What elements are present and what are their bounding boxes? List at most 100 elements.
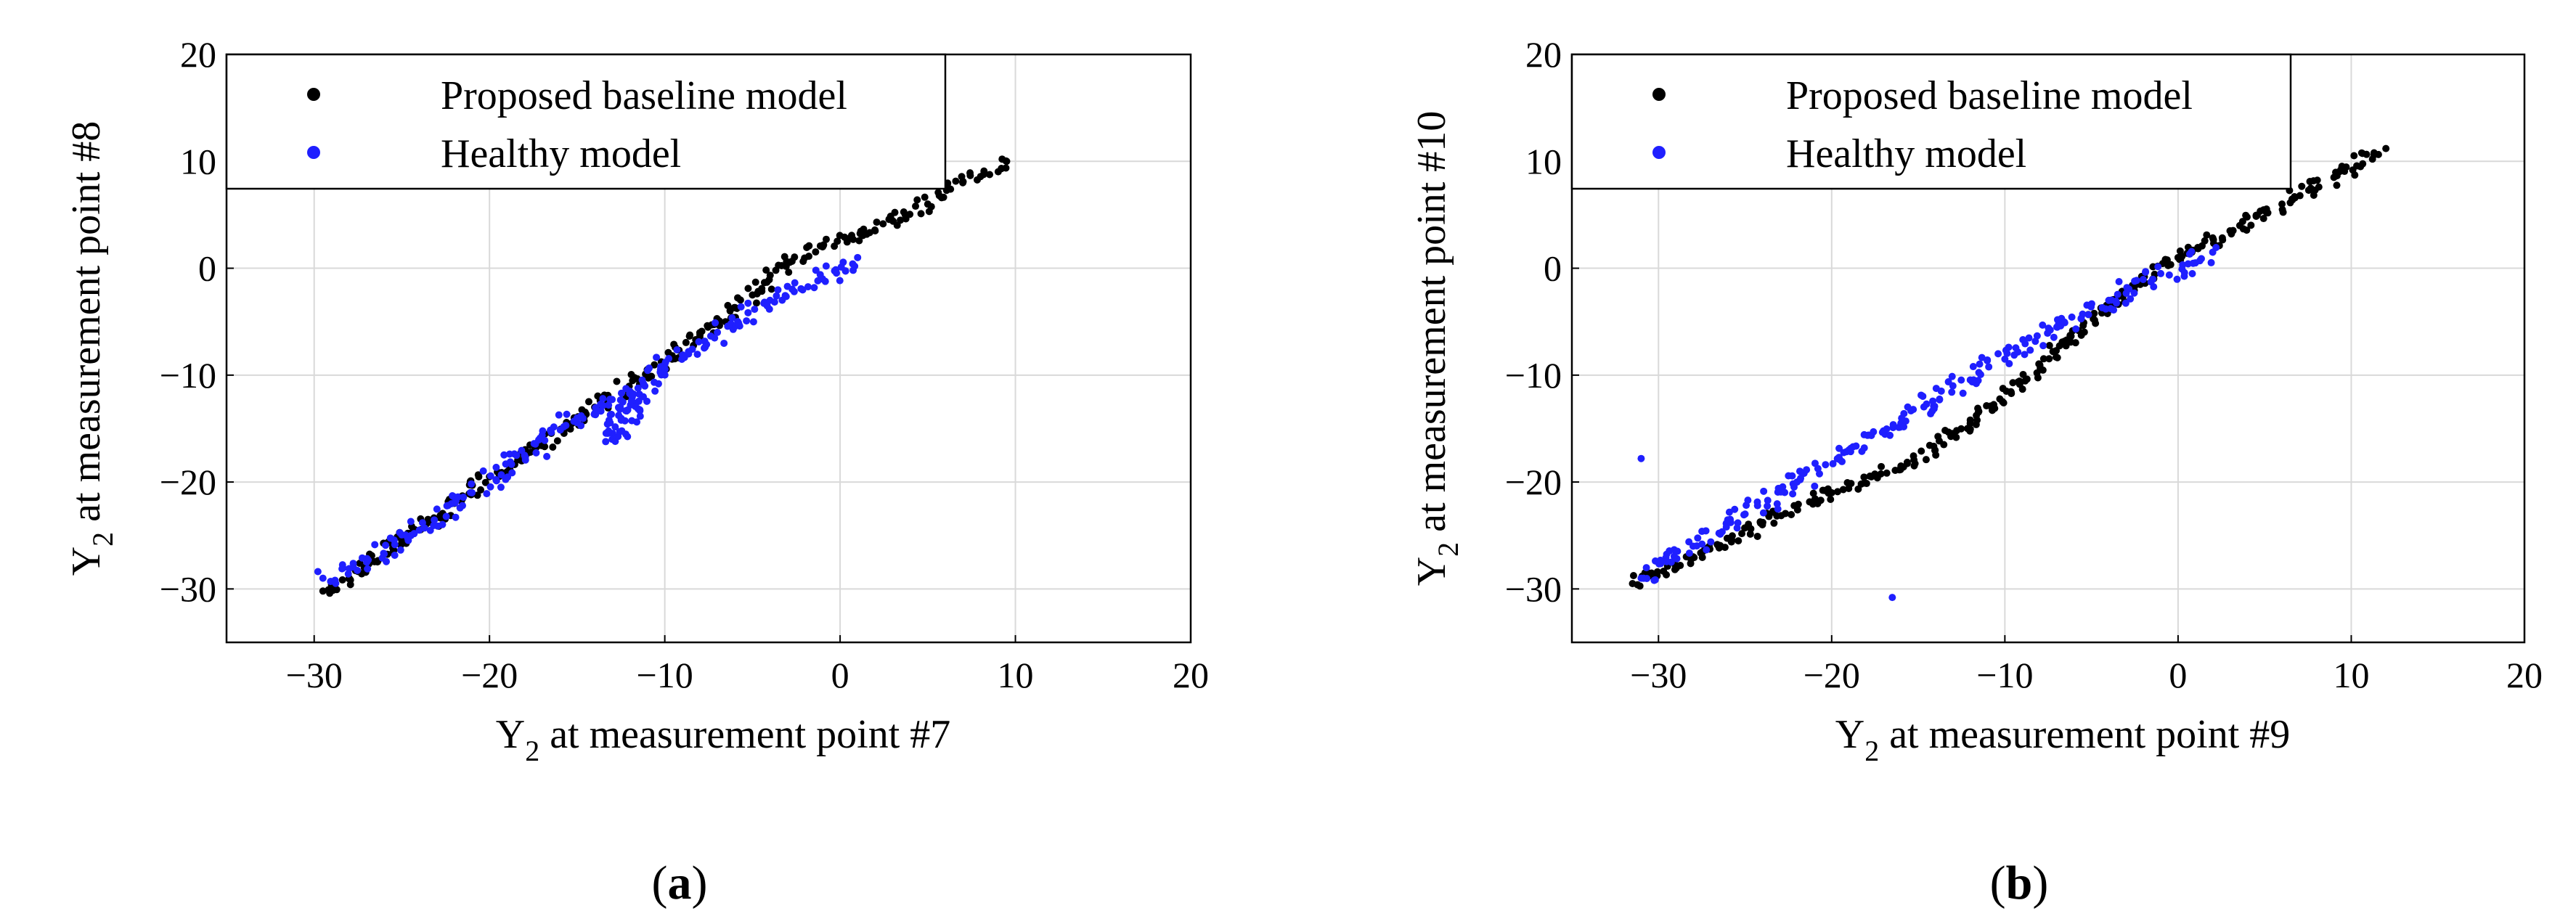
data-point [651,387,659,395]
data-point [314,568,322,576]
y-tick-label: 10 [180,141,216,181]
data-point [1860,473,1868,481]
data-point [1994,350,2002,358]
data-point [2173,275,2181,283]
data-point [873,218,881,226]
data-point [386,534,394,542]
data-point [1976,360,1984,368]
data-point [2313,176,2321,184]
data-point [555,411,563,419]
data-point [1973,416,1981,424]
data-point [508,460,515,468]
data-point [645,364,653,372]
data-point [751,278,759,286]
data-point [483,490,491,498]
data-point [651,361,659,369]
data-point [599,401,607,409]
data-point [1734,519,1742,527]
data-point [1660,568,1668,576]
data-point [1693,542,1701,550]
data-point [2278,200,2286,208]
data-point [640,393,648,401]
data-point [2157,269,2165,277]
data-point [1822,461,1830,469]
y-tick-label: −20 [1505,462,1562,502]
data-point [2026,346,2034,354]
y-tick-label: −30 [160,568,216,609]
data-point [344,570,352,578]
data-point [1650,576,1658,584]
data-point [879,220,887,228]
x-tick-label: −20 [461,655,518,695]
data-point [634,384,642,392]
data-point [497,483,505,491]
data-point [1878,462,1886,470]
data-point [550,423,558,431]
data-point [1929,397,1937,405]
data-point [1639,574,1647,582]
data-point [1002,164,1010,172]
data-point [443,502,451,510]
data-point [641,382,649,390]
data-point [2021,351,2029,359]
data-point [701,338,709,346]
data-point [635,397,643,405]
series-healthy [1637,244,2220,602]
data-point [2229,226,2237,234]
data-point [1919,392,1927,400]
data-point [839,258,847,266]
data-point [791,279,799,287]
data-point [505,450,513,458]
data-point [1970,376,1978,384]
data-point [958,173,966,181]
data-point [805,242,813,250]
data-point [2333,181,2341,189]
y-tick-label: −30 [1505,568,1562,609]
data-point [1999,385,2007,393]
data-point [333,586,341,594]
data-point [810,284,818,292]
data-point [475,473,483,481]
data-point [782,293,790,300]
data-point [481,478,489,486]
data-point [952,177,960,185]
data-point [364,565,372,573]
data-point [2238,218,2246,226]
data-point [791,253,799,261]
data-point [577,412,585,420]
data-point [1724,516,1732,524]
data-point [1937,387,1945,395]
data-point [653,353,661,361]
data-point [2142,268,2150,276]
data-point [714,328,722,336]
data-point [693,351,701,359]
data-point [1984,356,1992,364]
data-point [1969,363,1977,371]
data-point [2023,375,2031,383]
data-point [2288,195,2296,203]
data-point [849,260,857,268]
data-point [1744,496,1752,504]
data-point [319,587,327,595]
data-point [1662,554,1670,562]
legend: Proposed baseline model Healthy model [225,53,947,190]
data-point [1697,549,1705,557]
data-point [2342,163,2350,171]
data-point [1741,524,1749,532]
data-point [2045,341,2053,349]
data-point [1703,546,1711,554]
data-point [1794,500,1802,508]
data-point [2025,334,2033,342]
data-point [1925,441,1933,449]
data-point [2049,348,2057,356]
data-point [2242,211,2250,219]
data-point [1814,465,1822,473]
x-tick-label: 0 [2169,655,2187,695]
data-point [1983,402,1991,410]
data-point [763,302,771,310]
y-tick-label: −20 [160,462,216,502]
data-point [616,403,624,411]
data-point [651,378,659,386]
data-point [1760,487,1768,495]
